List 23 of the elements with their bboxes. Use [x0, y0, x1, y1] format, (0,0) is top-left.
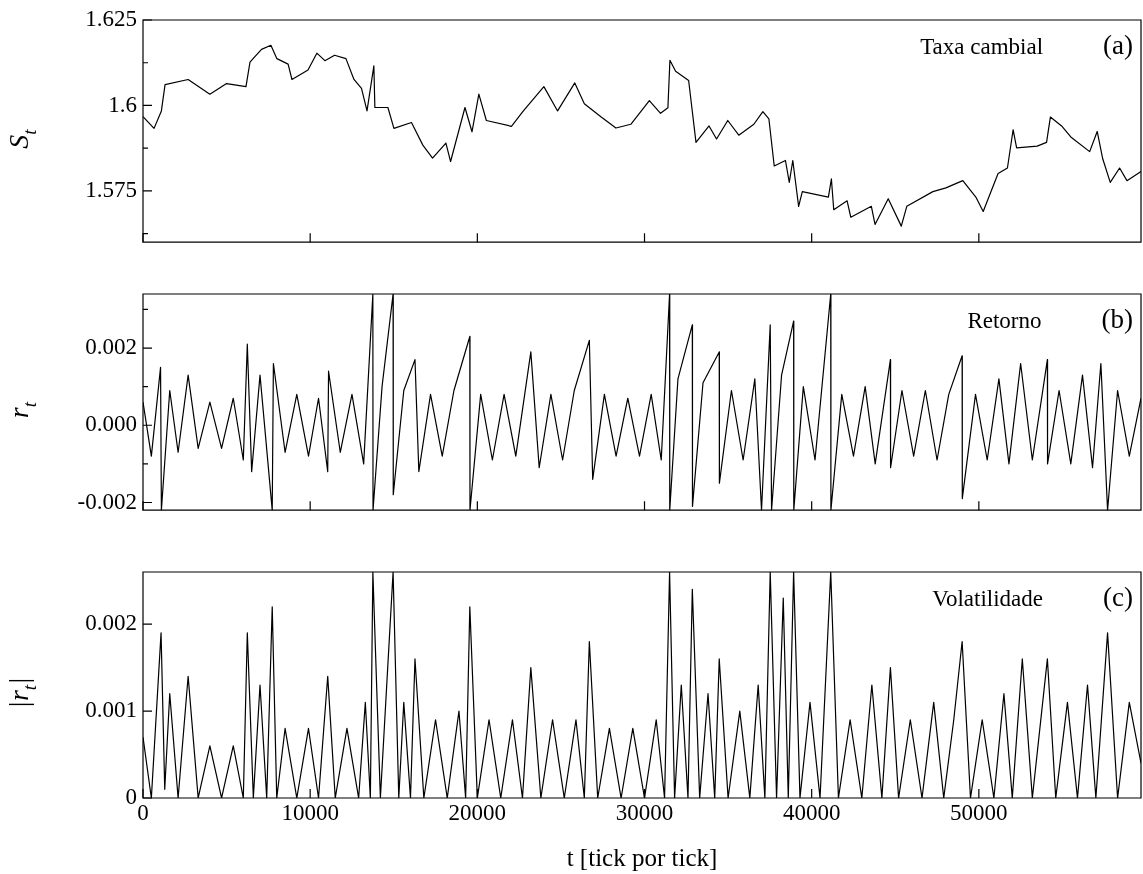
- annotation: (a): [1103, 30, 1133, 60]
- annotation: Retorno: [967, 308, 1042, 333]
- x-axis-title: t [tick por tick]: [566, 843, 718, 871]
- y-tick-label: 0.001: [85, 697, 137, 723]
- y-tick-label: 1.6: [108, 91, 137, 117]
- y-tick-label: 0.000: [85, 411, 137, 437]
- annotation: Volatilidade: [932, 586, 1044, 611]
- annotation: Taxa cambial: [920, 34, 1044, 59]
- y-tick-label: 0.002: [85, 334, 137, 360]
- annotation: (c): [1103, 582, 1133, 612]
- y-tick-label: -0.002: [77, 488, 137, 514]
- x-tick-label: 30000: [615, 799, 674, 825]
- x-tick-label: 50000: [950, 799, 1008, 825]
- y-tick-label: 0.002: [85, 610, 137, 636]
- x-tick-label: 40000: [782, 799, 841, 825]
- y-tick-label: 1.625: [85, 6, 137, 32]
- annotation: (b): [1101, 304, 1133, 334]
- x-tick-label: 10000: [281, 799, 339, 825]
- y-axis-title: rt: [3, 401, 41, 419]
- x-tick-label: 20000: [448, 799, 507, 825]
- y-axis-title: |rt|: [3, 677, 41, 709]
- y-tick-label: 1.575: [85, 176, 137, 202]
- y-axis-title: St: [3, 128, 41, 149]
